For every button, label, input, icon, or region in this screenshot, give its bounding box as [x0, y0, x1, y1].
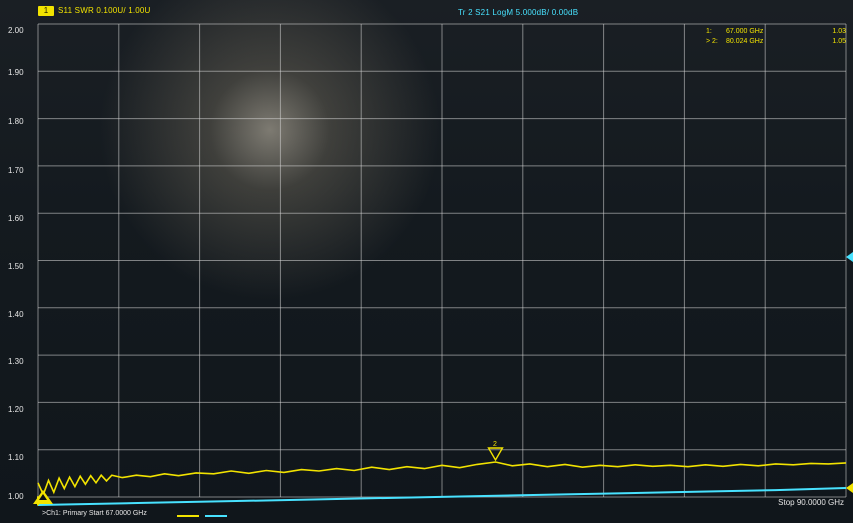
- y-tick-label: 1.60: [8, 214, 24, 223]
- status-bar: >Ch1: Primary Start 67.0000 GHz Stop 90.…: [0, 498, 853, 523]
- marker-layer: 2: [487, 441, 504, 462]
- trace2-label[interactable]: Tr 2 S21 LogM 5.000dB/ 0.00dB: [458, 8, 579, 17]
- y-tick-label: 2.00: [8, 26, 24, 35]
- y-tick-label: 1.70: [8, 166, 24, 175]
- y-tick-label: 1.80: [8, 117, 24, 126]
- header-bar: 1 S11 SWR 0.100U/ 1.00U Tr 2 S21 LogM 5.…: [0, 0, 853, 22]
- marker-2-label: 2: [493, 441, 497, 448]
- y-axis-labels: 2.00 1.90 1.80 1.70 1.60 1.50 1.40 1.30 …: [0, 0, 36, 523]
- y-tick-label: 1.20: [8, 405, 24, 414]
- grid-lines: [37, 23, 847, 498]
- y-tick-label: 1.30: [8, 357, 24, 366]
- marker-row[interactable]: > 2: 80.024 GHz 1.05: [706, 37, 846, 47]
- series-s11-line[interactable]: [37, 461, 847, 497]
- marker-1-triangle-inner: [39, 494, 47, 500]
- channel-start-label: >Ch1: Primary Start 67.0000 GHz: [42, 510, 147, 517]
- s11-reference-arrow-icon[interactable]: [846, 483, 853, 493]
- series-s21-line[interactable]: [37, 487, 847, 506]
- y-tick-label: 1.00: [8, 492, 24, 501]
- marker-value: 1.03: [832, 28, 846, 35]
- trace2-legend-swatch: [205, 515, 227, 517]
- marker-value: 1.05: [832, 38, 846, 45]
- y-tick-label: 1.50: [8, 262, 24, 271]
- marker-frequency: 80.024 GHz: [726, 38, 764, 45]
- marker-frequency: 67.000 GHz: [726, 28, 764, 35]
- trace1-badge-number: 1: [43, 6, 49, 15]
- y-tick-label: 1.10: [8, 453, 24, 462]
- marker-table: 1: 67.000 GHz 1.03 > 2: 80.024 GHz 1.05: [706, 27, 846, 47]
- y-tick-label: 1.90: [8, 68, 24, 77]
- series-layer: [37, 461, 847, 506]
- marker-row[interactable]: 1: 67.000 GHz 1.03: [706, 27, 846, 37]
- trace1-label[interactable]: S11 SWR 0.100U/ 1.00U: [58, 6, 151, 15]
- marker-id: 1:: [706, 28, 712, 35]
- s21-reference-arrow-icon[interactable]: [846, 252, 853, 262]
- trace1-legend-swatch: [177, 515, 199, 517]
- marker-1-triangle-icon[interactable]: [33, 490, 53, 504]
- trace1-badge[interactable]: 1: [38, 6, 54, 16]
- y-tick-label: 1.40: [8, 310, 24, 319]
- marker-2-triangle-icon[interactable]: [487, 447, 504, 462]
- stop-frequency-label: Stop 90.0000 GHz: [778, 498, 844, 507]
- marker-id: > 2:: [706, 38, 718, 45]
